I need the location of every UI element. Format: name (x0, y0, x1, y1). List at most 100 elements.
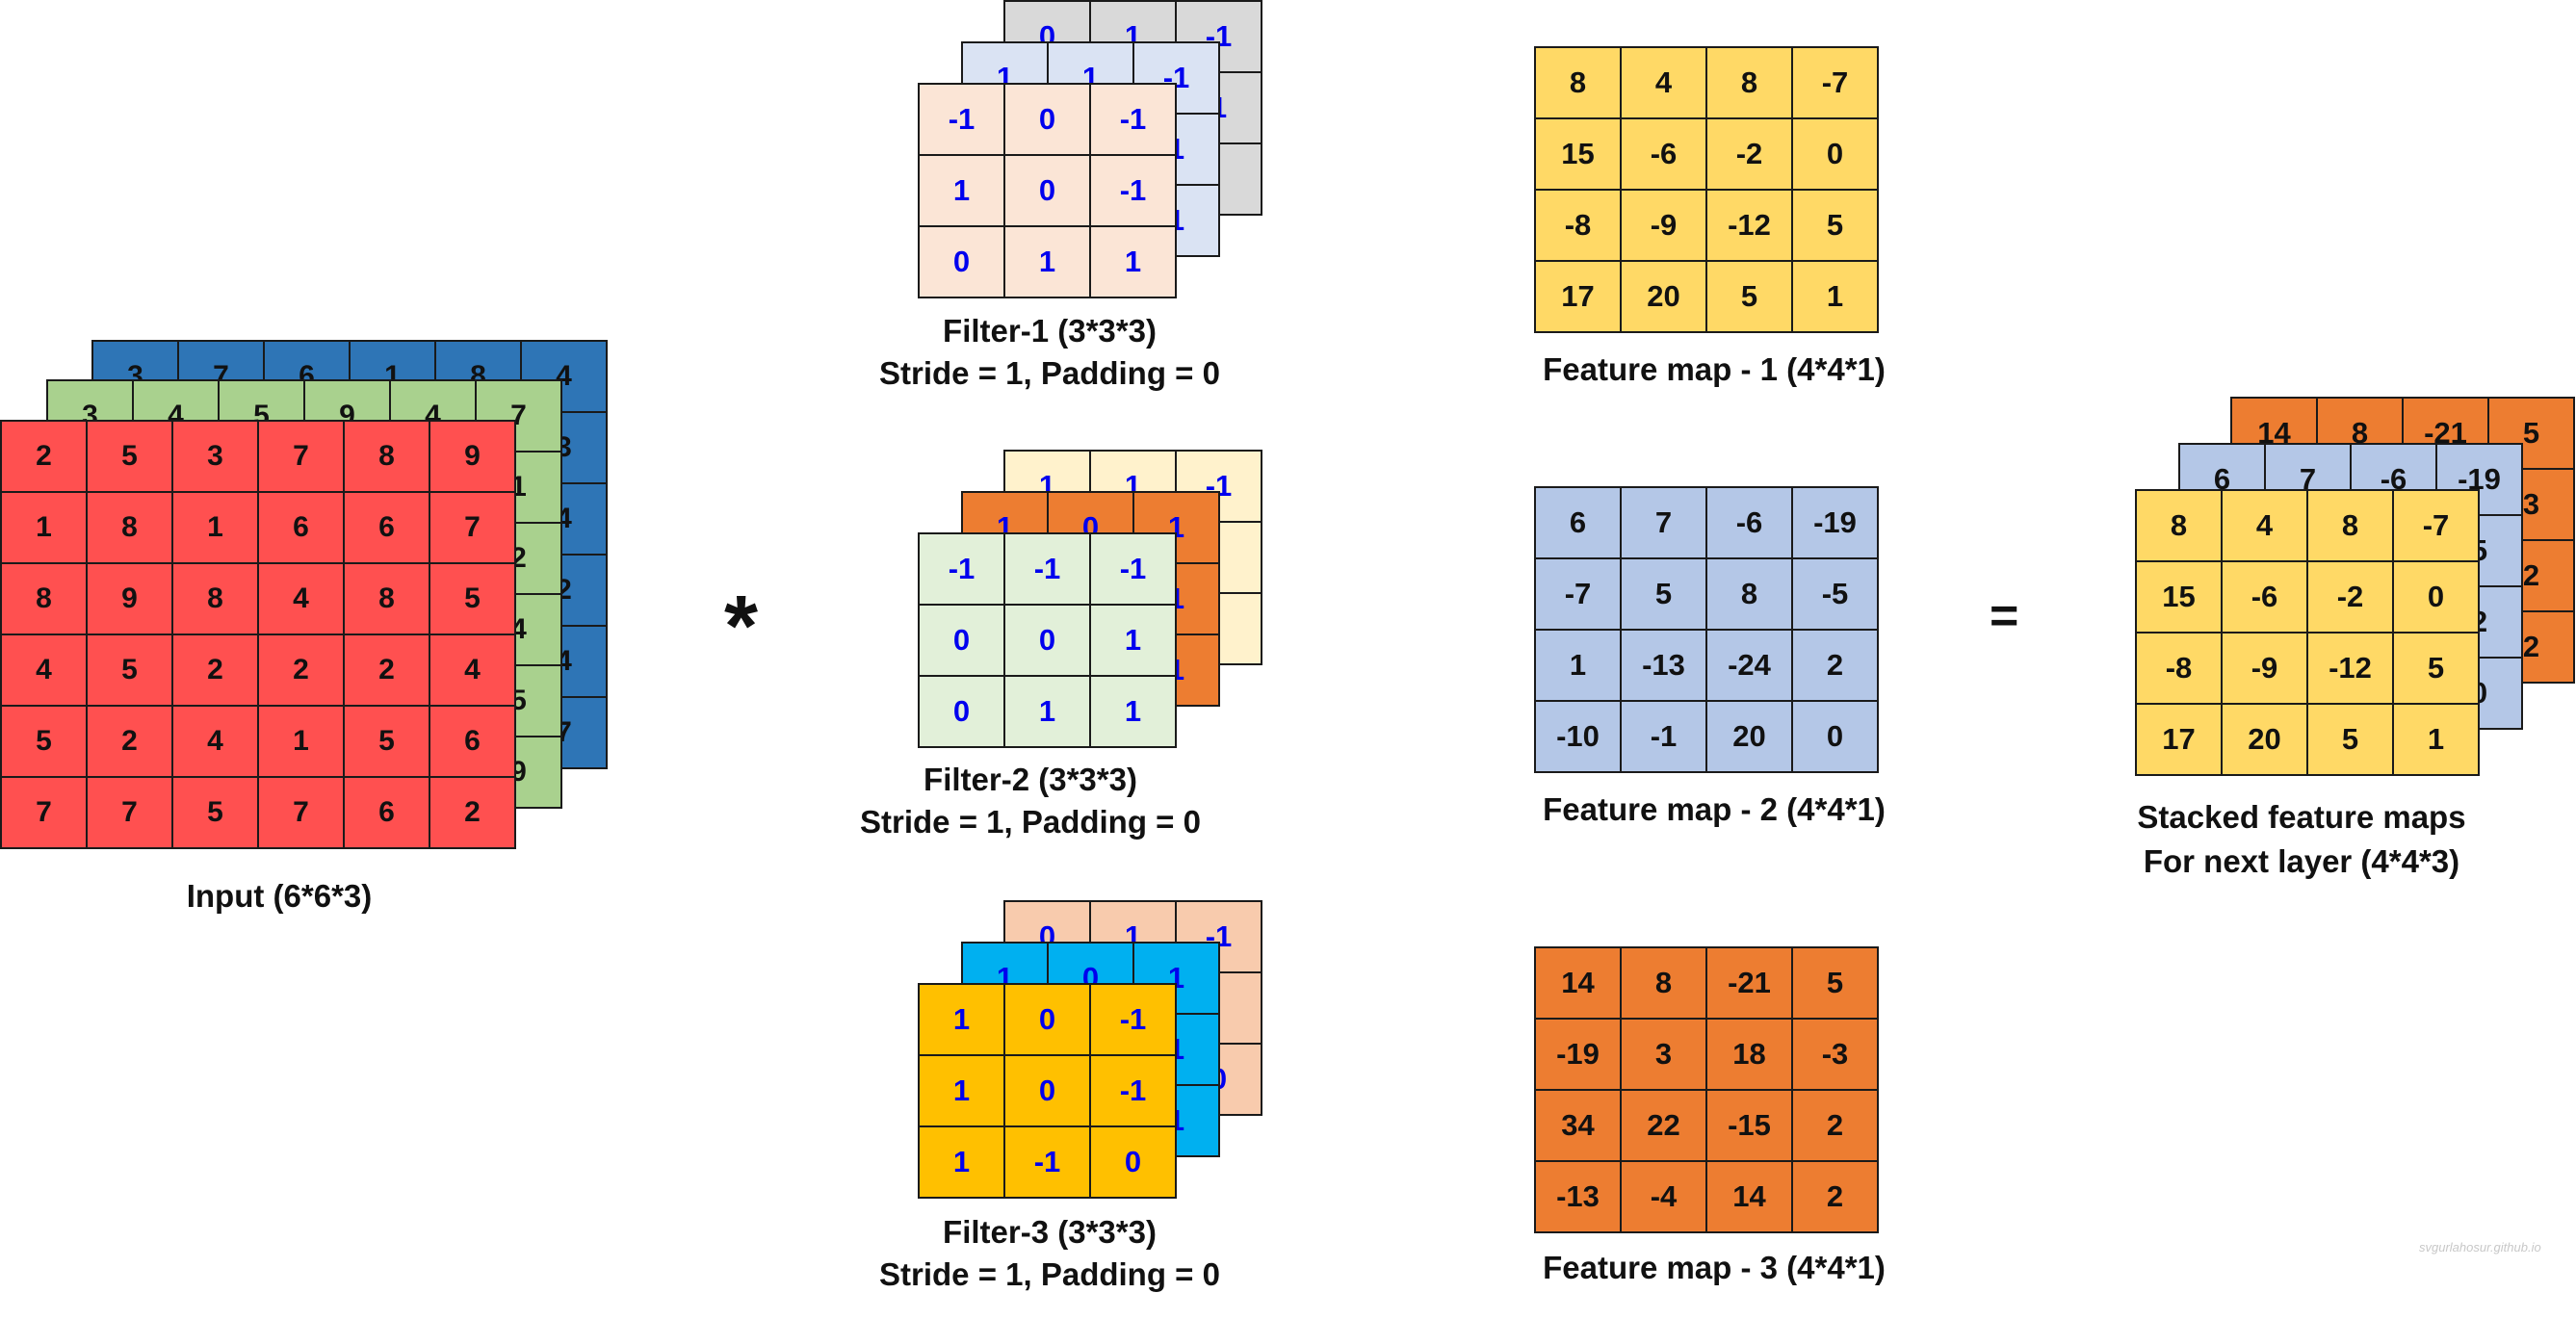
input-layer-red-cell: 4 (430, 635, 516, 707)
filter-2-layer-3-cell: 1 (1091, 606, 1177, 677)
input-layer-red-cell: 8 (88, 493, 173, 564)
input-layer-red-cell: 5 (173, 778, 259, 849)
stacked-layer-3-cell: -7 (2394, 491, 2480, 562)
filter-2-layer-3-cell: -1 (920, 534, 1005, 606)
filter-3-label-line2: Stride = 1, Padding = 0 (879, 1256, 1220, 1292)
feature-map-2-cell: 1 (1536, 631, 1622, 702)
filter-1-layer-3-cell: -1 (1091, 156, 1177, 227)
filter-3-label-line1: Filter-3 (3*3*3) (943, 1214, 1157, 1250)
filter-3-layer-3-cell: 1 (920, 985, 1005, 1056)
filter-3-layer-3-cell: -1 (1091, 1056, 1177, 1127)
feature-map-2-cell: -24 (1707, 631, 1793, 702)
filter-3-label: Filter-3 (3*3*3) Stride = 1, Padding = 0 (838, 1211, 1262, 1296)
input-layer-red-cell: 7 (259, 422, 345, 493)
filter-2-layer-3: -1 -1 -1 0 0 1 0 1 1 (918, 532, 1177, 748)
convolution-operator: * (724, 579, 759, 675)
input-layer-red-cell: 7 (2, 778, 88, 849)
feature-map-2-cell: -19 (1793, 488, 1879, 559)
input-layer-red-cell: 2 (259, 635, 345, 707)
input-layer-red-cell: 5 (430, 564, 516, 635)
filter-1-layer-3-cell: 0 (1005, 85, 1091, 156)
filter-3-layer-3: 1 0 -1 1 0 -1 1 -1 0 (918, 983, 1177, 1199)
input-layer-red-cell: 2 (2, 422, 88, 493)
input-layer-red-cell: 5 (2, 707, 88, 778)
feature-map-1-cell: 1 (1793, 262, 1879, 333)
filter-2-layer-3-cell: -1 (1005, 534, 1091, 606)
feature-map-3-cell: 2 (1793, 1091, 1879, 1162)
stacked-label: Stacked feature maps For next layer (4*4… (2090, 795, 2513, 884)
filter-1-layer-3-cell: 0 (1005, 156, 1091, 227)
filter-2-layer-3-cell: -1 (1091, 534, 1177, 606)
filter-3-layer-3-cell: 0 (1005, 1056, 1091, 1127)
feature-map-2-cell: -1 (1622, 702, 1707, 773)
feature-map-3-label: Feature map - 3 (4*4*1) (1543, 1250, 1886, 1285)
feature-map-1: 8 4 8 -7 15 -6 -2 0 -8 -9 -12 5 17 20 5 1 (1534, 46, 1879, 333)
stacked-layer-3-cell: -2 (2308, 562, 2394, 634)
feature-map-1-cell: 0 (1793, 119, 1879, 191)
filter-2-label-line2: Stride = 1, Padding = 0 (860, 804, 1201, 840)
input-layer-red-cell: 2 (173, 635, 259, 707)
feature-map-3: 14 8 -21 5 -19 3 18 -3 34 22 -15 2 -13 -4 14 2 (1534, 946, 1879, 1233)
stacked-layer-3-cell: -8 (2137, 634, 2223, 705)
feature-map-1-cell: 5 (1707, 262, 1793, 333)
input-layer-red-cell: 2 (88, 707, 173, 778)
input-layer-red-cell: 1 (173, 493, 259, 564)
feature-map-1-cell: 8 (1707, 48, 1793, 119)
feature-map-1-cell: 4 (1622, 48, 1707, 119)
feature-map-2-label: Feature map - 2 (4*4*1) (1543, 791, 1886, 827)
feature-map-1-cell: 20 (1622, 262, 1707, 333)
filter-2-layer-3-cell: 1 (1005, 677, 1091, 748)
filter-1-layer-3-cell: -1 (920, 85, 1005, 156)
feature-map-1-cell: 15 (1536, 119, 1622, 191)
stacked-layer-3-cell: 5 (2308, 705, 2394, 776)
input-label: Input (6*6*3) (186, 878, 373, 914)
input-layer-red-cell: 6 (345, 493, 430, 564)
input-layer-red-cell: 2 (345, 635, 430, 707)
input-layer-red-cell: 7 (259, 778, 345, 849)
stacked-layer-3-cell: 8 (2137, 491, 2223, 562)
filter-2-label: Filter-2 (3*3*3) Stride = 1, Padding = 0 (819, 759, 1242, 843)
input-layer-red-cell: 9 (430, 422, 516, 493)
input-layer-red-cell: 7 (430, 493, 516, 564)
stacked-layer-3-cell: 1 (2394, 705, 2480, 776)
feature-map-3-cell: -4 (1622, 1162, 1707, 1233)
stacked-layer-3-cell: 15 (2137, 562, 2223, 634)
filter-3-layer-3-cell: -1 (1005, 1127, 1091, 1199)
equals-operator: = (1990, 588, 2019, 644)
feature-map-3-cell: 18 (1707, 1020, 1793, 1091)
input-layer-red-cell: 5 (345, 707, 430, 778)
feature-map-1-cell: -8 (1536, 191, 1622, 262)
stacked-layer-3: 8 4 8 -7 15 -6 -2 0 -8 -9 -12 5 17 20 5 1 (2135, 489, 2480, 776)
filter-1-layer-3-cell: 1 (920, 156, 1005, 227)
feature-map-2: 6 7 -6 -19 -7 5 8 -5 1 -13 -24 2 -10 -1 20 0 (1534, 486, 1879, 773)
stacked-label-line1: Stacked feature maps (2137, 799, 2466, 835)
feature-map-1-cell: -12 (1707, 191, 1793, 262)
feature-map-1-cell: 5 (1793, 191, 1879, 262)
stacked-layer-3-cell: -9 (2223, 634, 2308, 705)
filter-3-layer-3-cell: 1 (920, 1056, 1005, 1127)
input-layer-red-cell: 6 (345, 778, 430, 849)
stacked-label-line2: For next layer (4*4*3) (2143, 843, 2460, 879)
feature-map-2-cell: -5 (1793, 559, 1879, 631)
input-layer-red-cell: 5 (88, 422, 173, 493)
filter-3-layer-3-cell: -1 (1091, 985, 1177, 1056)
stacked-layer-3-cell: -12 (2308, 634, 2394, 705)
feature-map-3-cell: 8 (1622, 948, 1707, 1020)
stacked-layer-3-cell: 0 (2394, 562, 2480, 634)
stacked-layer-3-cell: 5 (2394, 634, 2480, 705)
feature-map-3-cell: -3 (1793, 1020, 1879, 1091)
input-layer-red-cell: 4 (259, 564, 345, 635)
feature-map-2-cell: -7 (1536, 559, 1622, 631)
feature-map-1-cell: -9 (1622, 191, 1707, 262)
input-layer-red-cell: 8 (345, 422, 430, 493)
filter-1-label-line2: Stride = 1, Padding = 0 (879, 355, 1220, 391)
filter-1-layer-3-cell: 1 (1005, 227, 1091, 298)
input-layer-red-cell: 8 (173, 564, 259, 635)
feature-map-2-cell: 5 (1622, 559, 1707, 631)
filter-3-layer-3-cell: 0 (1091, 1127, 1177, 1199)
feature-map-2-cell: -13 (1622, 631, 1707, 702)
feature-map-2-cell: 2 (1793, 631, 1879, 702)
feature-map-2-cell: -10 (1536, 702, 1622, 773)
feature-map-2-cell: 7 (1622, 488, 1707, 559)
